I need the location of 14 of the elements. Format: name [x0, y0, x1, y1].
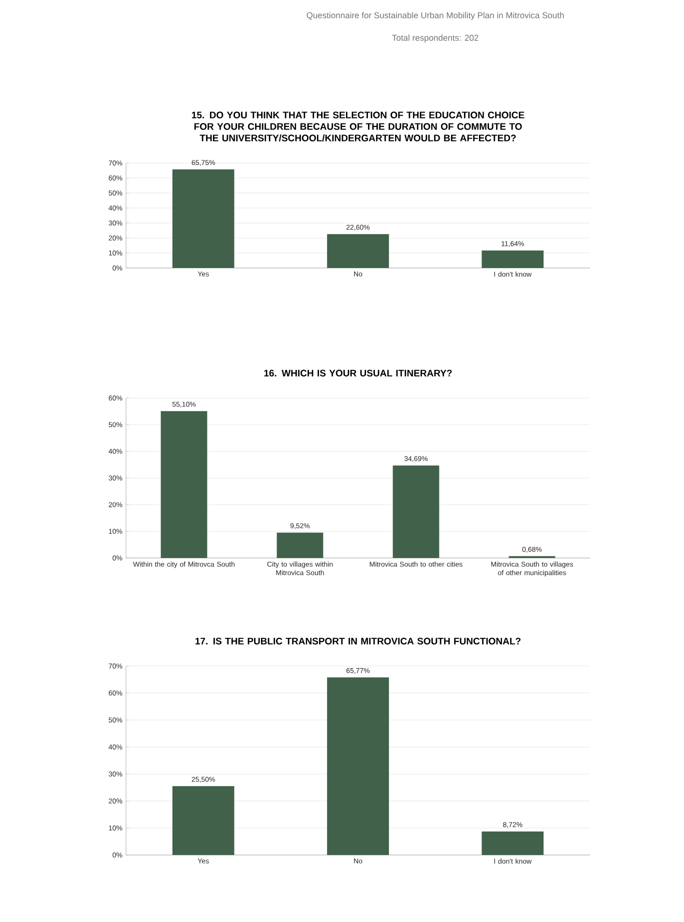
bar	[276, 532, 324, 558]
bar	[160, 411, 208, 558]
chart-title: 15. DO YOU THINK THAT THE SELECTION OF THE EDUCATION CHOICE FOR YOUR CHILDREN BECAUSE OF THE DURATION OF COMMUTE TO THE UNIVERSITY/SCHOOL/KINDERGARTEN WOULD BE AFFECTED?	[192, 112, 524, 142]
chart-title: 16. WHICH IS YOUR USUAL ITINERARY?	[264, 370, 452, 376]
text: Questionnaire for Sustainable Urban Mobility Plan in Mitrovica South	[306, 12, 564, 20]
chart-title: 17. IS THE PUBLIC TRANSPORT IN MITROVICA SOUTH FUNCTIONAL?	[196, 638, 521, 644]
bar	[327, 677, 389, 855]
bar	[482, 831, 544, 855]
bar	[482, 250, 544, 268]
bar	[392, 465, 440, 558]
bar	[172, 169, 234, 268]
bar	[327, 234, 389, 268]
bar	[172, 786, 234, 855]
text: Total respondents: 202	[392, 34, 478, 42]
